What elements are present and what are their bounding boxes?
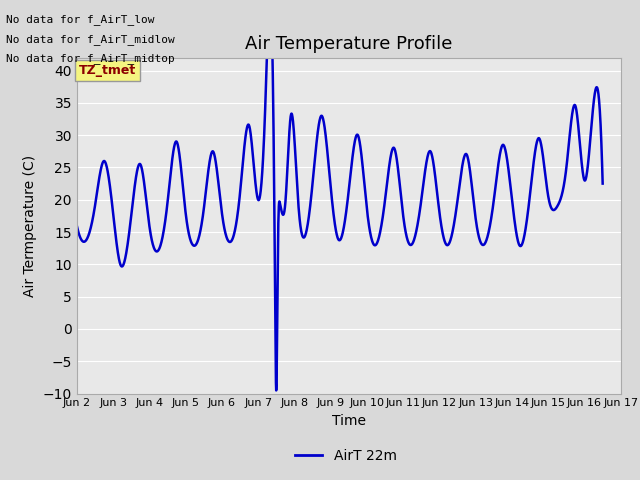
- Text: No data for f_AirT_midlow: No data for f_AirT_midlow: [6, 34, 175, 45]
- Y-axis label: Air Termperature (C): Air Termperature (C): [23, 155, 37, 297]
- Text: No data for f_AirT_low: No data for f_AirT_low: [6, 14, 155, 25]
- X-axis label: Time: Time: [332, 414, 366, 428]
- Text: No data for f_AirT_midtop: No data for f_AirT_midtop: [6, 53, 175, 64]
- Title: Air Temperature Profile: Air Temperature Profile: [245, 35, 452, 53]
- Text: TZ_tmet: TZ_tmet: [79, 64, 136, 77]
- Legend: AirT 22m: AirT 22m: [289, 443, 402, 468]
